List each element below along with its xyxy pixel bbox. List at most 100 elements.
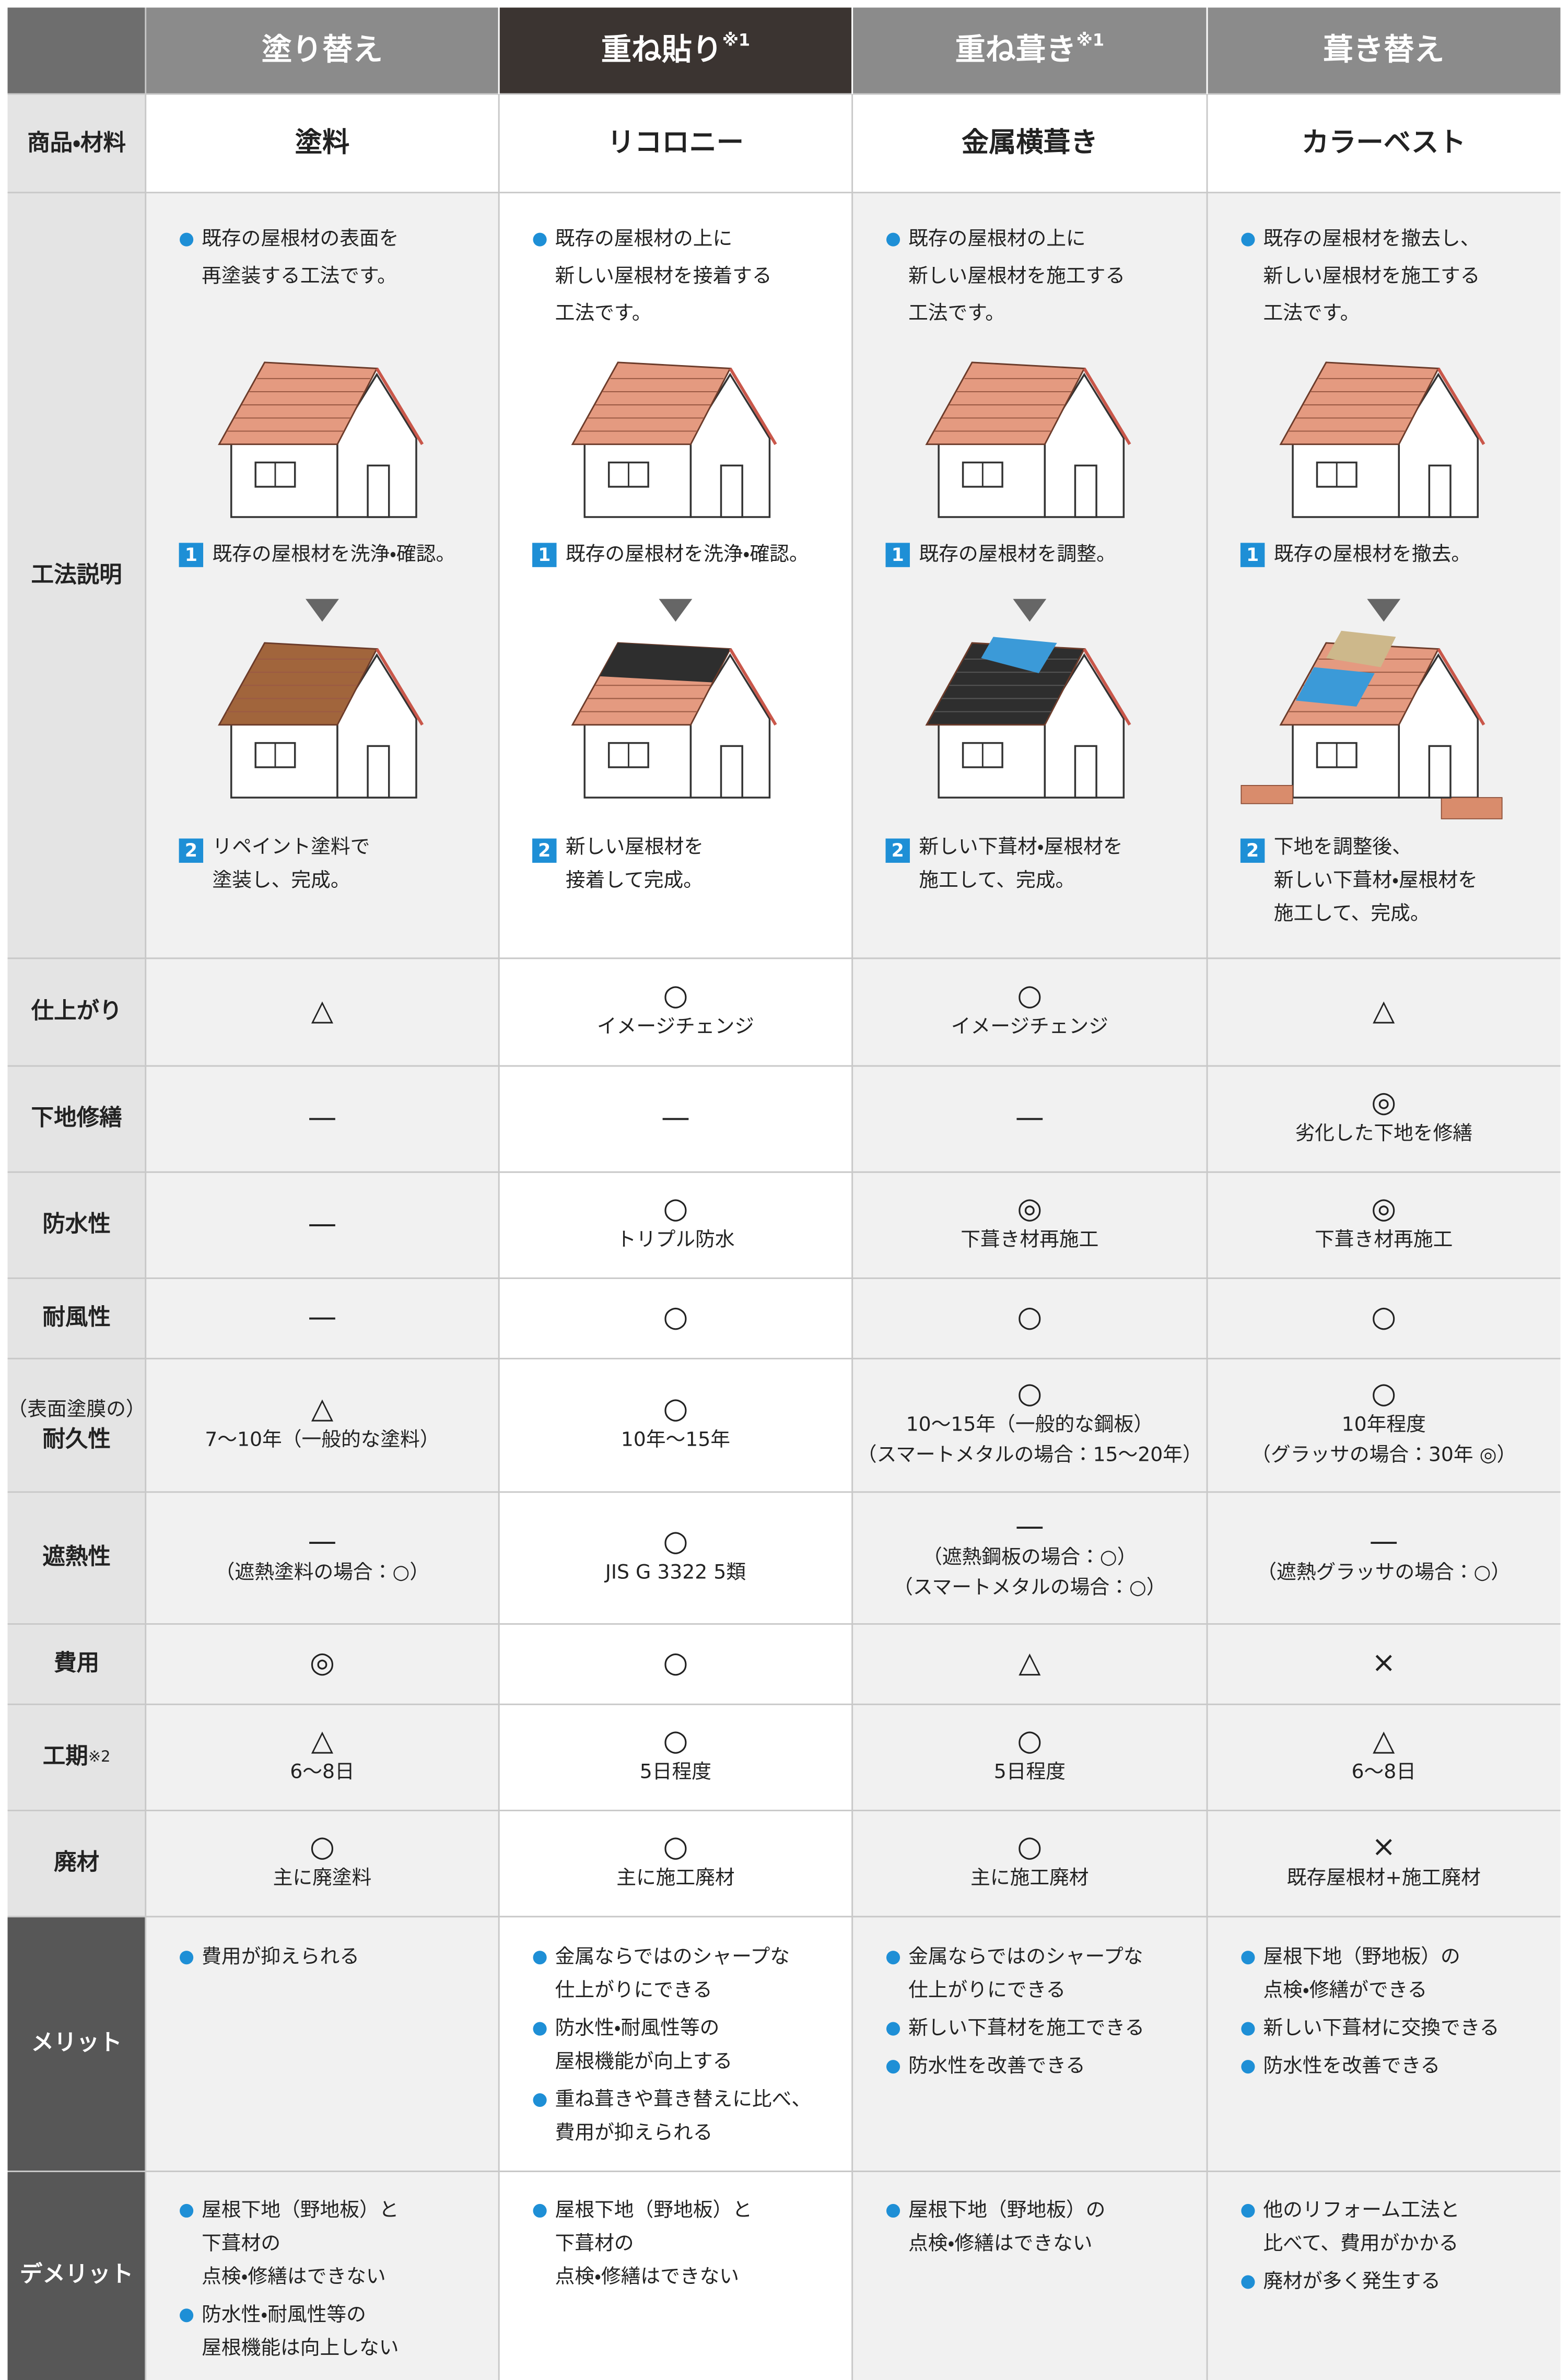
rating-mark: ○	[1017, 1300, 1042, 1334]
rating-mark: ◎	[1017, 1192, 1042, 1225]
step-number: 2	[1246, 840, 1259, 861]
bullet	[1241, 2060, 1255, 2074]
step-text: 既存の屋根材を撤去。	[1274, 542, 1471, 565]
list-text: 点検・修繕はできない	[202, 2265, 385, 2288]
roof	[925, 361, 1086, 445]
wall-gable	[336, 653, 417, 799]
rating-mark: —	[308, 1300, 336, 1334]
rating-note: （スマートメタルの場合：○）	[893, 1576, 1166, 1599]
list-text: 屋根下地（野地板）の	[908, 2198, 1105, 2221]
house-illustration	[218, 642, 424, 799]
wall-gable	[1044, 653, 1125, 799]
step-text: リペイント塗料で	[212, 835, 370, 858]
roof-patch	[981, 637, 1057, 674]
product-name: カラーベスト	[1302, 127, 1466, 158]
row-label: 遮熱性	[42, 1544, 111, 1570]
rating-mark: ○	[1017, 1377, 1042, 1410]
rating-note: （遮熱塗料の場合：○）	[215, 1561, 429, 1584]
product-name: 塗料	[295, 127, 350, 158]
rating-note: 10年〜15年	[621, 1428, 730, 1451]
roof-trim	[375, 648, 424, 726]
house-illustration	[218, 361, 424, 518]
rating-note: 10〜15年（一般的な鋼板）	[906, 1413, 1153, 1436]
rating-mark: ×	[1372, 1646, 1396, 1679]
rating-mark: —	[1015, 1509, 1044, 1543]
roof-trim	[1437, 368, 1485, 445]
intro-text: 工法です。	[908, 301, 1005, 324]
rating-mark: ×	[1372, 1830, 1396, 1863]
rating-mark: △	[311, 1392, 334, 1425]
rating-mark: ○	[663, 1646, 688, 1679]
header-note: ※1	[722, 30, 750, 50]
roof-trim	[1083, 368, 1131, 445]
roof-trim	[375, 368, 424, 445]
rating-mark: —	[1015, 1101, 1044, 1134]
step-text: 新しい屋根材を	[566, 835, 704, 858]
rating-note: 5日程度	[640, 1760, 711, 1783]
rating-mark: ○	[663, 1525, 688, 1558]
intro-text: 工法です。	[555, 301, 652, 324]
step-arrow	[1013, 599, 1047, 622]
rating-mark: ○	[663, 1724, 688, 1757]
list-text: 屋根下地（野地板）と	[202, 2198, 399, 2221]
rating-mark: △	[311, 1724, 334, 1757]
wall-gable	[336, 372, 417, 518]
column-shade	[145, 192, 499, 2380]
intro-text: 既存の屋根材の上に	[555, 227, 733, 250]
list-text: 屋根下地（野地板）と	[555, 2198, 752, 2221]
row-label-text: 工期	[43, 1743, 88, 1769]
step-arrow	[1367, 599, 1401, 622]
rating-note: 10年程度	[1342, 1413, 1426, 1436]
header-cell	[145, 7, 499, 95]
row-label: （表面塗膜の）	[8, 1398, 146, 1421]
house-illustration	[1241, 630, 1503, 819]
row-label: デメリット	[20, 2261, 134, 2288]
door	[1428, 464, 1452, 518]
step-text: 新しい下葺材・屋根材を	[1274, 868, 1478, 891]
list-text: 点検・修繕はできない	[555, 2265, 739, 2288]
product-name: 金属横葺き	[962, 127, 1098, 158]
door	[1074, 745, 1097, 799]
list-text: 仕上がりにできる	[908, 1978, 1066, 2001]
rating-note: 主に廃塗料	[273, 1866, 372, 1889]
intro-text: 新しい屋根材を施工する	[1263, 264, 1480, 287]
list-text: 新しい下葺材に交換できる	[1263, 2016, 1499, 2039]
bullet	[1241, 2203, 1255, 2218]
rating-note: （遮熱鋼板の場合：○）	[922, 1545, 1137, 1568]
bullet	[533, 1951, 547, 1965]
rating-mark: △	[311, 994, 334, 1027]
list-text: 廃材が多く発生する	[1263, 2269, 1441, 2292]
step-text: 新しい下葺材・屋根材を	[919, 835, 1122, 858]
list-text: 重ね葺きや葺き替えに比べ、	[555, 2088, 812, 2111]
row-label: 費用	[54, 1650, 99, 1676]
bullet	[886, 2203, 900, 2218]
house-illustration	[925, 637, 1131, 799]
rating-note: 下葺き材再施工	[1315, 1227, 1453, 1250]
list-text: 下葺材の	[555, 2231, 634, 2254]
bullet	[533, 2203, 547, 2218]
rating-mark: ◎	[310, 1646, 335, 1679]
label-dark	[7, 1916, 146, 2380]
bullet	[1241, 232, 1255, 247]
row-label: 耐風性	[42, 1304, 111, 1330]
rating-mark: —	[308, 1207, 336, 1240]
rating-mark: ○	[663, 1392, 688, 1425]
header-text: 重ね葺き	[955, 32, 1076, 67]
step-arrow	[659, 599, 693, 622]
step-text: 下地を調整後、	[1274, 835, 1412, 858]
rating-note: （スマートメタルの場合：15〜20年）	[857, 1443, 1202, 1466]
door	[367, 745, 390, 799]
step-arrow	[306, 599, 339, 622]
roof-patch	[1326, 630, 1396, 667]
rating-note: JIS G 3322 5類	[604, 1561, 746, 1584]
step-badge	[1240, 543, 1265, 567]
bullet	[533, 232, 547, 247]
rating-note: 劣化した下地を修繕	[1295, 1121, 1472, 1144]
row-label: 防水性	[42, 1211, 111, 1237]
intro-text: 工法です。	[1263, 301, 1360, 324]
list-text: 金属ならではのシャープな	[555, 1945, 790, 1968]
list-text: 仕上がりにできる	[555, 1978, 712, 2001]
step-text: 既存の屋根材を調整。	[919, 542, 1116, 565]
step-text: 施工して、完成。	[919, 868, 1075, 891]
